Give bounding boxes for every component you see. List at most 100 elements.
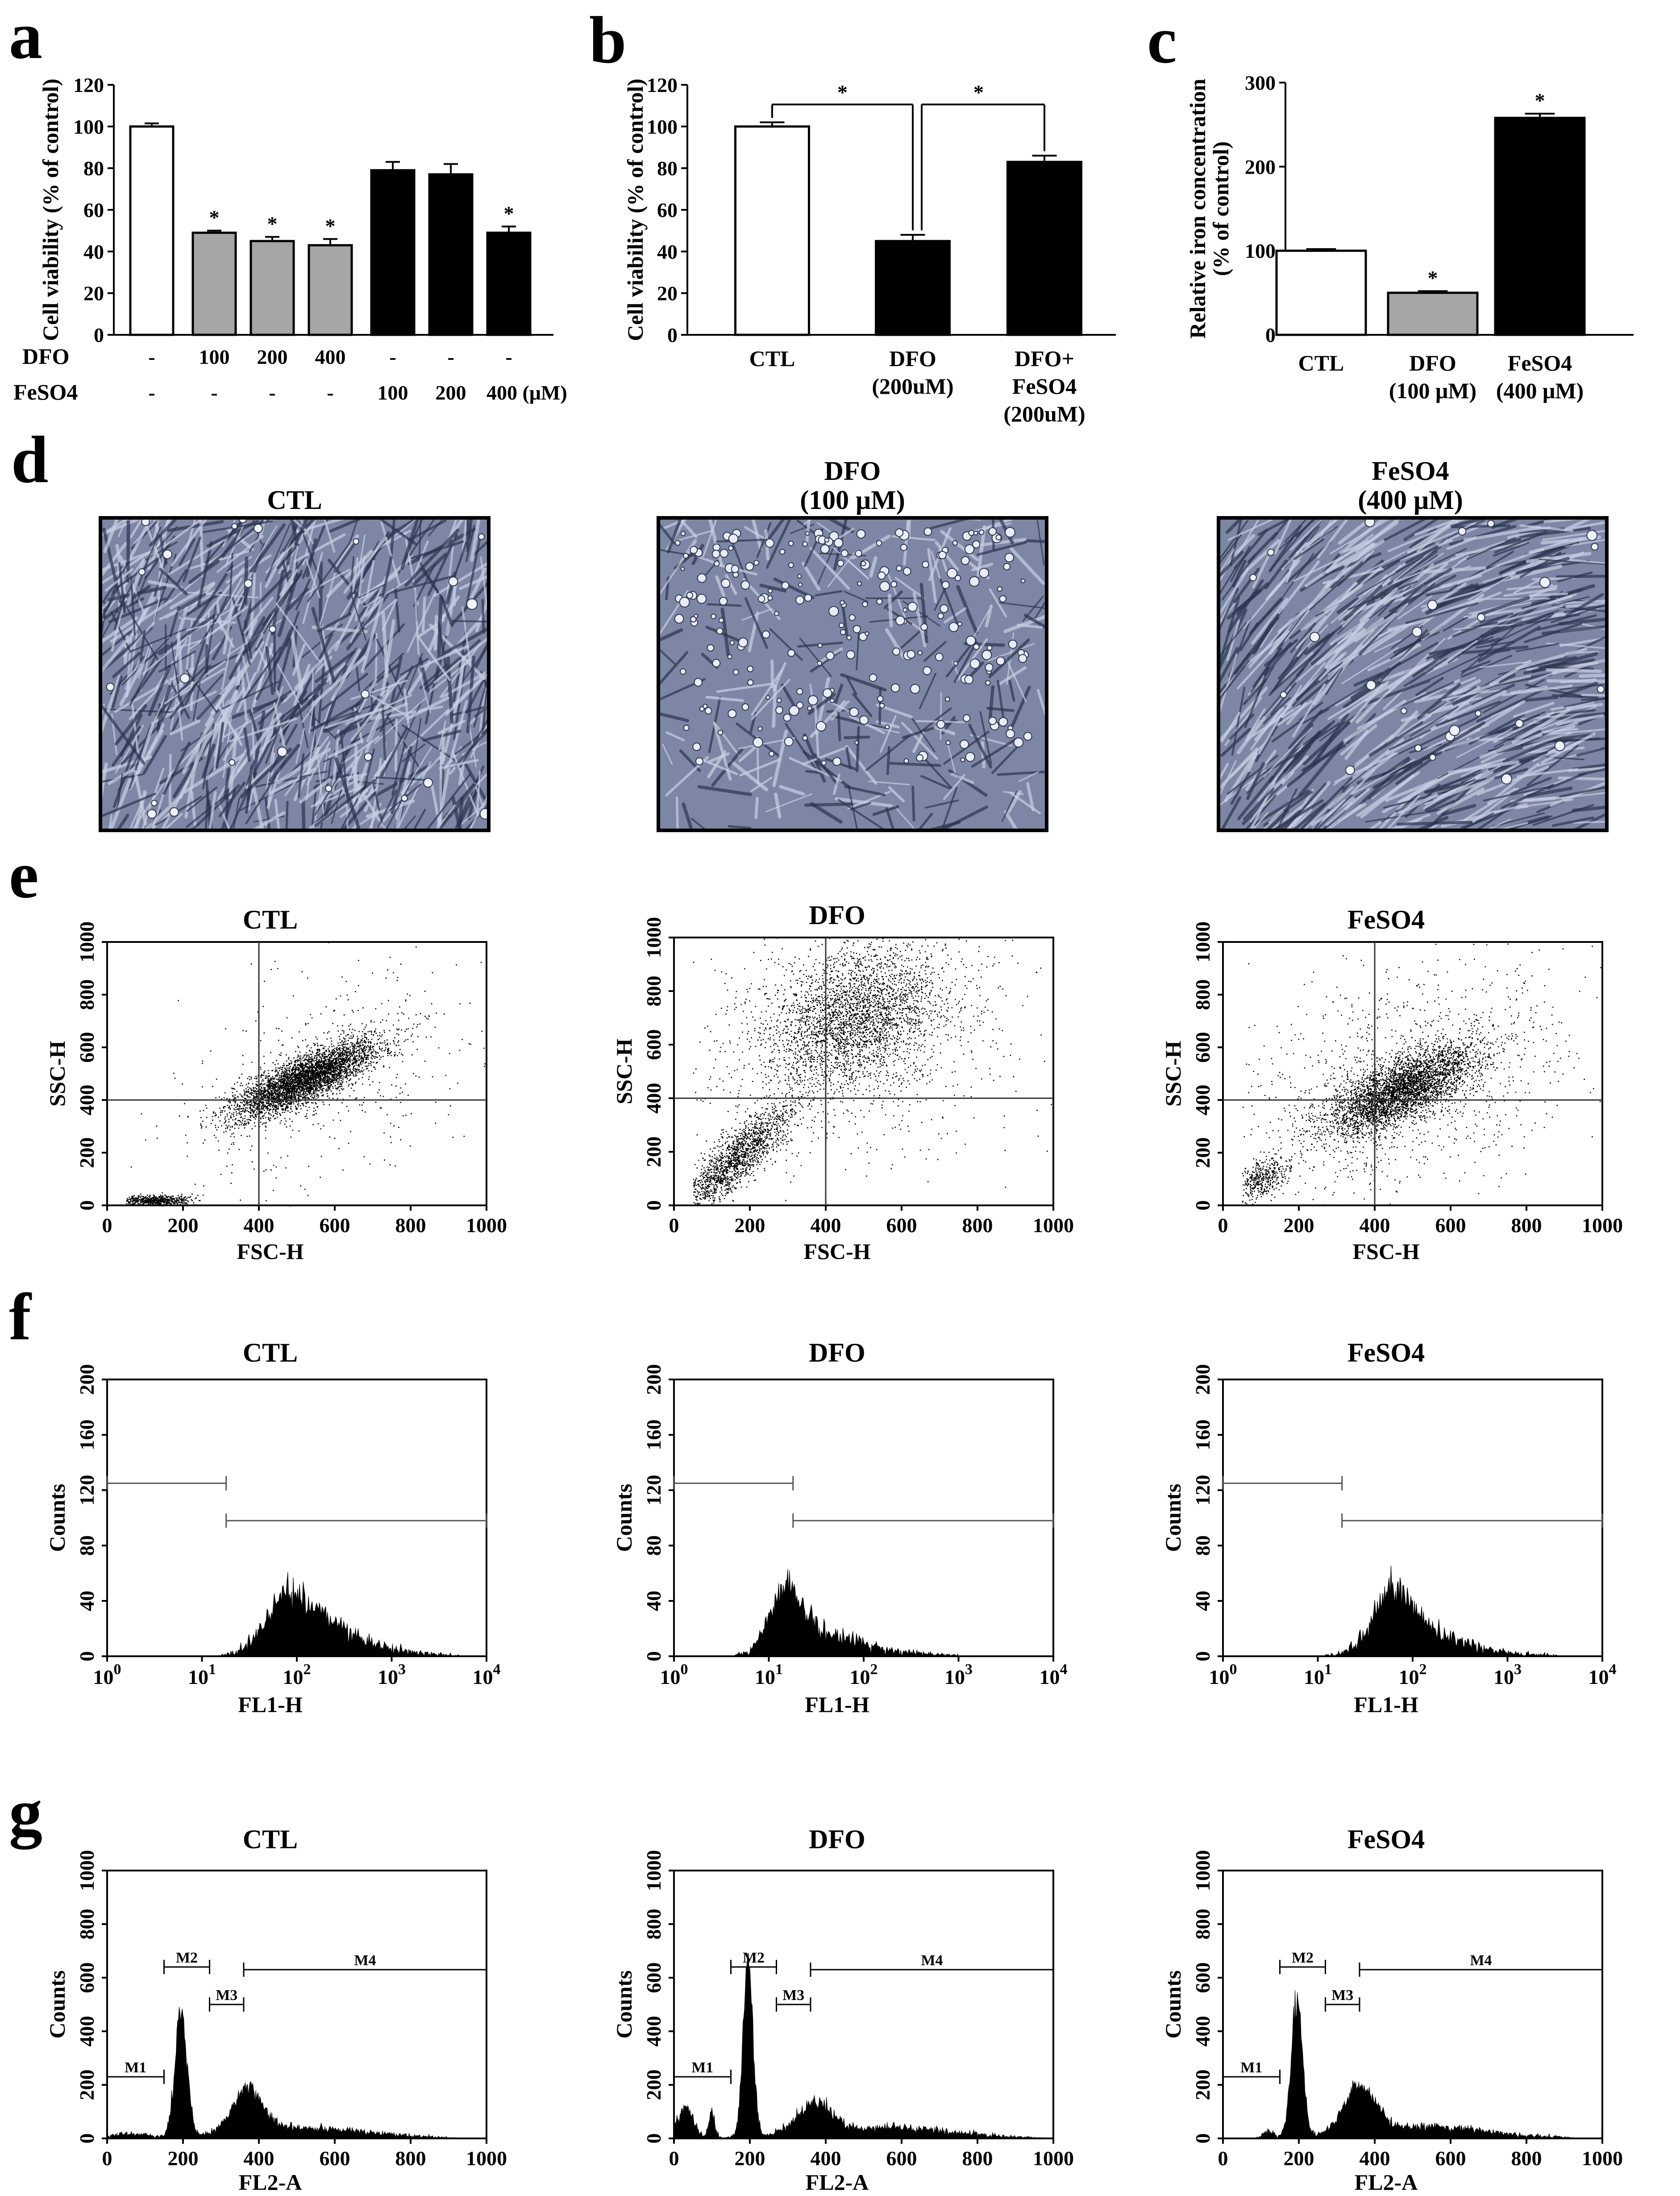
debris-cell bbox=[1020, 578, 1026, 583]
y-tick-label: 600 bbox=[75, 1963, 98, 1993]
cell-shape bbox=[136, 724, 154, 775]
cell-shape bbox=[1355, 521, 1399, 553]
cell-shape bbox=[947, 743, 956, 774]
cell-shape bbox=[1513, 702, 1555, 718]
debris-cell bbox=[972, 540, 981, 549]
cell-shape bbox=[420, 645, 469, 668]
y-tick-label: 0 bbox=[667, 324, 678, 346]
debris-cell bbox=[727, 654, 732, 659]
cell-shape bbox=[169, 664, 212, 719]
debris-cell bbox=[965, 635, 976, 646]
cell-shape bbox=[1551, 816, 1595, 827]
cell-shape bbox=[273, 627, 276, 692]
bar bbox=[875, 240, 951, 336]
cell-shape bbox=[765, 518, 792, 569]
round-cell bbox=[106, 683, 115, 691]
y-tick-label: 400 bbox=[1191, 1085, 1214, 1116]
debris-cell bbox=[935, 653, 944, 662]
cell-shape bbox=[317, 613, 352, 633]
cell-shape bbox=[421, 596, 426, 633]
feso4-dose-label: - bbox=[269, 381, 275, 404]
cell-shape bbox=[989, 588, 1007, 618]
cell-shape bbox=[101, 585, 120, 619]
cell-shape bbox=[1366, 679, 1430, 704]
debris-cell bbox=[945, 740, 951, 746]
cell-shape bbox=[385, 518, 419, 539]
y-tick-label: 0 bbox=[75, 1651, 98, 1662]
cell-shape bbox=[1338, 683, 1388, 720]
cell-shape bbox=[1447, 690, 1507, 720]
x-axis-label: FSC-H bbox=[237, 1239, 304, 1264]
cell-shape bbox=[1339, 518, 1387, 554]
cell-shape bbox=[1325, 788, 1370, 826]
cell-shape bbox=[715, 538, 769, 543]
cell-shape bbox=[1354, 734, 1394, 766]
round-cell bbox=[1477, 613, 1485, 622]
round-cell bbox=[1475, 710, 1482, 717]
cell-shape bbox=[361, 689, 409, 717]
cell-shape bbox=[1569, 521, 1605, 530]
cell-shape bbox=[1446, 677, 1476, 690]
marker-label: M2 bbox=[176, 1950, 198, 1966]
cell-shape bbox=[323, 744, 359, 763]
panel-label-e: e bbox=[9, 838, 39, 912]
cell-shape bbox=[1310, 797, 1356, 826]
cell-shape bbox=[885, 807, 894, 830]
micrograph-dfo bbox=[657, 516, 1048, 832]
debris-cell bbox=[854, 740, 859, 745]
significance-star: * bbox=[1428, 267, 1438, 289]
cell-shape bbox=[658, 555, 686, 598]
debris-cell bbox=[917, 650, 923, 655]
y-tick-label: 0 bbox=[642, 2133, 665, 2144]
cell-shape bbox=[292, 643, 306, 676]
y-axis-label: Counts bbox=[1160, 1971, 1185, 2039]
cell-shape bbox=[802, 562, 821, 591]
cell-shape bbox=[1480, 661, 1528, 668]
debris-cell bbox=[832, 757, 841, 766]
cell-shape bbox=[942, 787, 958, 828]
cell-shape bbox=[191, 564, 234, 630]
cell-shape bbox=[1429, 650, 1491, 681]
panel-d-micrographs: CTL DFO(100 μM) FeSO4(400 μM) bbox=[99, 456, 1609, 832]
cell-shape bbox=[428, 518, 445, 537]
round-cell bbox=[1429, 754, 1436, 761]
cell-shape bbox=[888, 786, 905, 803]
cell-shape bbox=[675, 796, 679, 830]
round-cell bbox=[325, 785, 333, 792]
cell-shape bbox=[252, 771, 328, 788]
cell-shape bbox=[285, 800, 289, 830]
cell-shape bbox=[917, 813, 933, 830]
cell-shape bbox=[765, 793, 812, 813]
cell-shape bbox=[785, 723, 819, 774]
x-category-label: (400 μM) bbox=[1496, 378, 1584, 403]
cell-shape bbox=[221, 638, 233, 690]
debris-cell bbox=[1006, 729, 1015, 739]
cell-shape bbox=[1221, 712, 1241, 743]
cell-shape bbox=[1326, 562, 1351, 589]
debris-cell bbox=[802, 735, 808, 741]
cell-shape bbox=[1218, 588, 1239, 634]
cell-shape bbox=[1487, 763, 1540, 805]
debris-cell bbox=[789, 705, 800, 716]
cell-shape bbox=[357, 534, 366, 577]
cell-shape bbox=[1502, 733, 1566, 763]
cell-shape bbox=[1482, 570, 1522, 583]
scatter-dfo: DFO 0 200 400 600 800 1000 0 200 400 600 800 1000 FSC… bbox=[611, 900, 1074, 1264]
cell-shape bbox=[417, 668, 432, 713]
cell-shape bbox=[748, 611, 759, 653]
debris-cell bbox=[695, 757, 704, 766]
x-category-label: (200uM) bbox=[872, 374, 953, 399]
x-tick-label: 1000 bbox=[1582, 2147, 1623, 2170]
cell-shape bbox=[418, 518, 422, 561]
cell-shape bbox=[802, 747, 846, 766]
debris-cell bbox=[740, 580, 750, 590]
histogram-dfo: DFO M1 M2 M3 M4 0 200 400 600 800 1000 0 200 400 600 80… bbox=[611, 1825, 1074, 2195]
cell-shape bbox=[389, 518, 396, 560]
significance-star: * bbox=[504, 202, 514, 225]
cell-shape bbox=[1290, 622, 1316, 654]
cell-shape bbox=[849, 715, 886, 734]
debris-cell bbox=[923, 666, 932, 675]
cell-shape bbox=[249, 572, 256, 642]
cell-shape bbox=[1523, 658, 1595, 675]
cell-shape bbox=[1264, 559, 1288, 590]
